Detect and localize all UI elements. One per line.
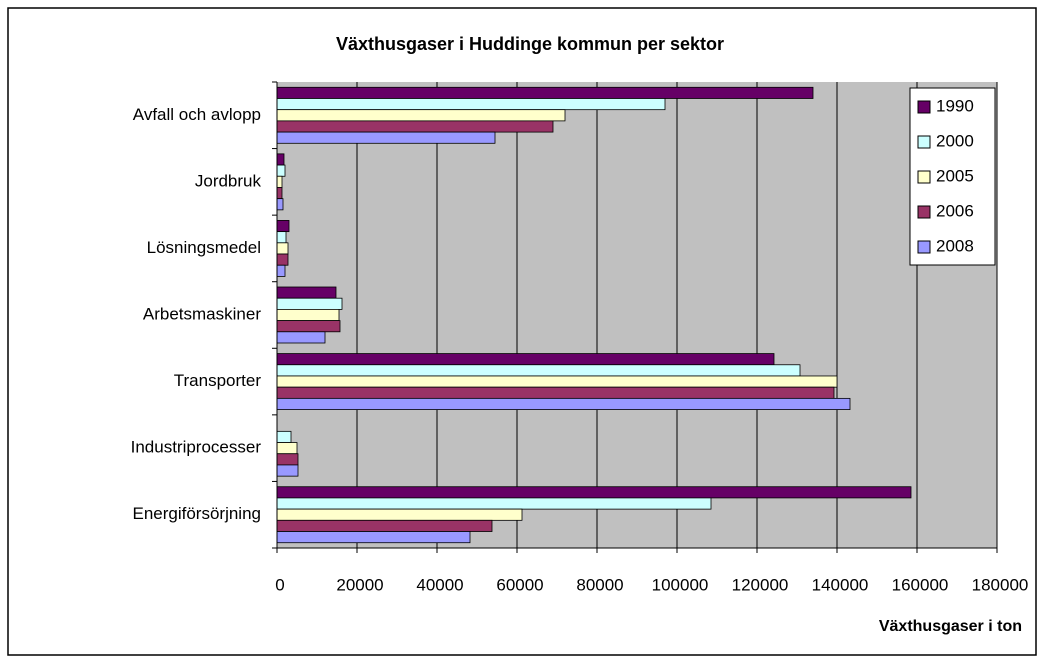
x-tick-label: 120000 (732, 575, 789, 594)
x-tick-label: 160000 (892, 575, 949, 594)
x-tick-label: 0 (275, 575, 284, 594)
bar (276, 175, 283, 188)
bar (276, 453, 299, 466)
y-tick-label: Jordbruk (195, 171, 262, 190)
x-tick-label: 180000 (972, 575, 1029, 594)
bar (276, 297, 343, 310)
bar (276, 519, 493, 532)
legend-swatch (917, 170, 931, 184)
x-tick-label: 100000 (652, 575, 709, 594)
x-tick-label: 140000 (812, 575, 869, 594)
bar (276, 531, 471, 544)
bar (276, 375, 838, 388)
bar (276, 430, 292, 443)
bar (276, 153, 285, 166)
bar (276, 198, 284, 211)
bar (276, 386, 835, 399)
bar (276, 353, 775, 366)
bar (276, 164, 286, 177)
bar (276, 308, 340, 321)
bar (276, 220, 290, 233)
bar (276, 231, 287, 244)
bar (276, 242, 289, 255)
bar (276, 464, 299, 477)
legend-label: 2008 (936, 236, 974, 255)
legend-swatch (917, 240, 931, 254)
y-tick-label: Industriprocesser (131, 438, 262, 457)
bar (276, 86, 814, 99)
x-tick-label: 80000 (576, 575, 623, 594)
bar (276, 397, 851, 410)
legend-swatch (917, 205, 931, 219)
legend-label: 2005 (936, 166, 974, 185)
chart-title: Växthusgaser i Huddinge kommun per sekto… (336, 34, 724, 54)
x-tick-label: 20000 (336, 575, 383, 594)
bar (276, 286, 337, 299)
legend-label: 2000 (936, 131, 974, 150)
bar (276, 486, 912, 499)
legend-swatch (917, 135, 931, 149)
bar (276, 253, 289, 266)
bar (276, 364, 801, 377)
legend-label: 1990 (936, 96, 974, 115)
bar (276, 187, 283, 200)
bar (276, 264, 286, 277)
x-tick-label: 40000 (416, 575, 463, 594)
x-tick-label: 60000 (496, 575, 543, 594)
bar (276, 98, 666, 111)
bar (276, 331, 326, 344)
y-tick-label: Energiförsörjning (132, 504, 261, 523)
y-tick-label: Lösningsmedel (147, 238, 261, 257)
bar (276, 120, 554, 133)
bar (276, 109, 566, 122)
bar (276, 497, 712, 510)
bar (276, 320, 341, 333)
bar (276, 508, 523, 521)
bar (276, 131, 496, 144)
y-tick-label: Avfall och avlopp (133, 105, 261, 124)
bar (276, 442, 298, 455)
legend-label: 2006 (936, 201, 974, 220)
x-axis-label: Växthusgaser i ton (879, 618, 1022, 635)
y-tick-label: Transporter (174, 371, 262, 390)
plot-area (277, 82, 997, 548)
legend-swatch (917, 100, 931, 114)
y-tick-label: Arbetsmaskiner (143, 304, 261, 323)
